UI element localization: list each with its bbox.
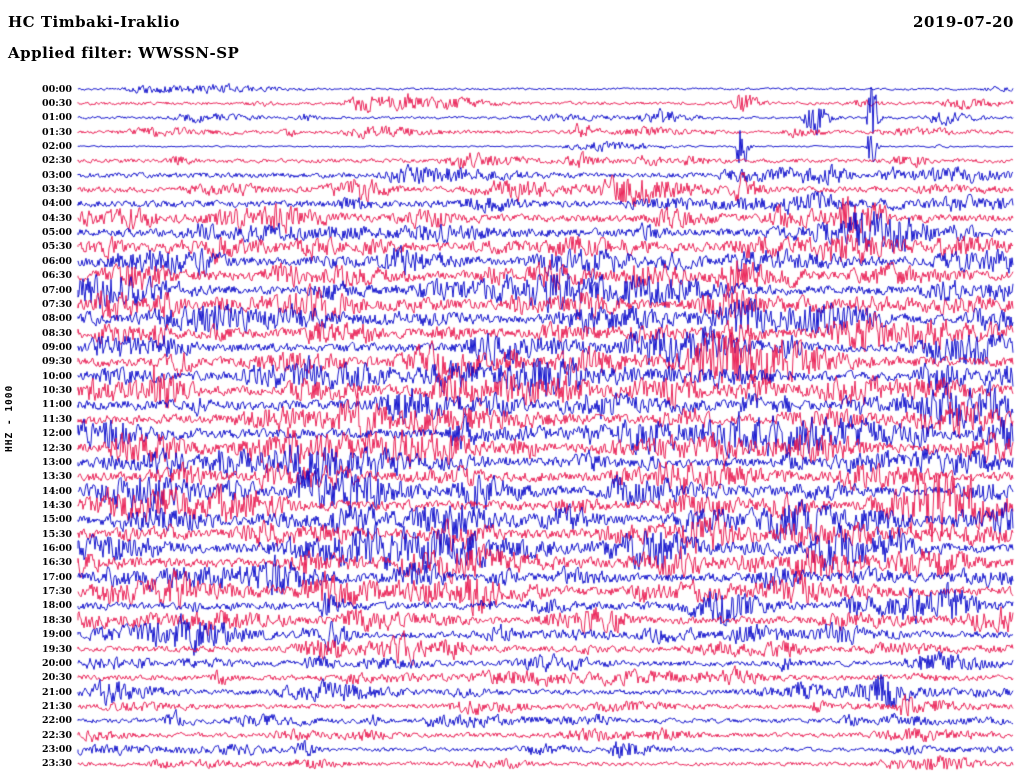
time-label: 00:00 [42,83,72,95]
filter-label: Applied filter: WWSSN-SP [8,44,240,62]
time-label: 02:00 [42,140,72,152]
time-label: 22:00 [42,715,72,727]
time-label: 07:00 [42,284,72,296]
time-label: 01:30 [42,126,72,138]
time-label: 16:30 [42,557,72,569]
time-label: 21:30 [42,700,72,712]
time-label: 06:00 [42,255,72,267]
time-label: 11:00 [42,399,72,411]
time-label: 19:30 [42,643,72,655]
time-label: 03:30 [42,184,72,196]
time-label: 06:30 [42,270,72,282]
time-label: 04:00 [42,198,72,210]
time-label: 17:30 [42,586,72,598]
channel-axis-label: HHZ - 1000 [4,384,15,452]
station-title: HC Timbaki-Iraklio [8,13,181,31]
time-label: 13:30 [42,471,72,483]
time-label: 05:30 [42,241,72,253]
time-label: 14:30 [42,499,72,511]
time-label: 18:30 [42,614,72,626]
time-label: 01:00 [42,112,72,124]
time-label: 12:00 [42,428,72,440]
time-label: 14:00 [42,485,72,497]
time-label: 23:30 [42,758,72,770]
time-label: 23:00 [42,744,72,756]
time-label: 22:30 [42,729,72,741]
time-label: 04:30 [42,212,72,224]
time-label: 18:00 [42,600,72,612]
time-label: 20:00 [42,657,72,669]
time-label: 10:30 [42,385,72,397]
time-label: 08:00 [42,313,72,325]
time-label: 03:00 [42,169,72,181]
time-label: 17:00 [42,571,72,583]
time-label: 05:00 [42,227,72,239]
time-label: 12:30 [42,442,72,454]
time-label: 09:30 [42,356,72,368]
time-label: 08:30 [42,327,72,339]
time-label: 19:00 [42,629,72,641]
time-label: 20:30 [42,672,72,684]
time-label: 15:00 [42,514,72,526]
time-label: 15:30 [42,528,72,540]
time-label: 00:30 [42,97,72,109]
time-label: 13:00 [42,456,72,468]
time-label: 11:30 [42,413,72,425]
record-date: 2019-07-20 [913,13,1014,31]
time-label: 09:00 [42,341,72,353]
time-label: 07:30 [42,298,72,310]
time-label: 10:00 [42,370,72,382]
time-label: 02:30 [42,155,72,167]
time-label: 16:00 [42,543,72,555]
time-label: 21:00 [42,686,72,698]
